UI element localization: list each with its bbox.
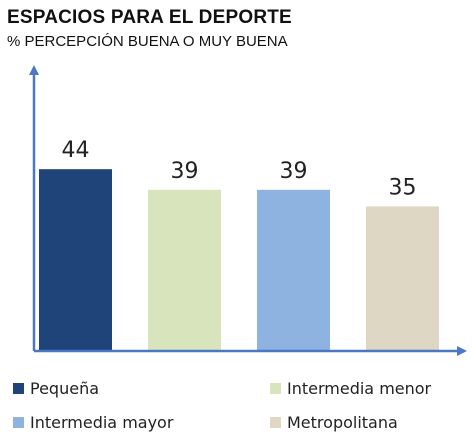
- bar-metropolitana: [366, 206, 439, 351]
- data-labels-group: 44 39 39 35: [62, 138, 417, 200]
- chart-title: ESPACIOS PARA EL DEPORTE: [7, 7, 292, 28]
- data-label-pequena: 44: [62, 138, 90, 163]
- bar-pequena: [39, 169, 112, 351]
- data-label-intermedia-mayor: 39: [280, 159, 308, 184]
- chart-subtitle: % PERCEPCIÓN BUENA O MUY BUENA: [7, 33, 288, 50]
- bar-intermedia-mayor: [257, 189, 330, 351]
- bars-group: [39, 169, 439, 351]
- data-label-metropolitana: 35: [389, 175, 417, 200]
- data-label-intermedia-menor: 39: [171, 159, 199, 184]
- bar-intermedia-menor: [148, 189, 221, 351]
